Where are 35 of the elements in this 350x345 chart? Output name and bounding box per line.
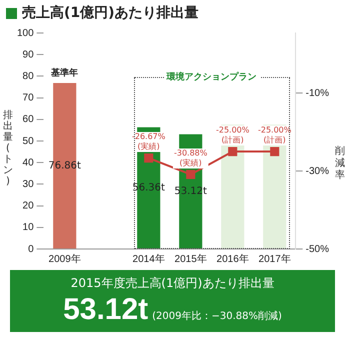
text: (2009年比：−30.88%削減) bbox=[152, 311, 282, 322]
x-tick-label: 2015年 bbox=[174, 252, 207, 265]
y-tick-label: 80 bbox=[22, 70, 34, 82]
data-label: -26.67% (実績) bbox=[132, 132, 166, 152]
point bbox=[270, 146, 280, 156]
y-tick-label: 10 bbox=[22, 222, 34, 234]
point bbox=[144, 154, 154, 163]
y-axis-title: 排出量(トン) bbox=[2, 110, 14, 187]
chart-title: 売上高(1億円)あたり排出量 bbox=[22, 4, 199, 22]
y-tick-label: 70 bbox=[22, 92, 34, 104]
point bbox=[186, 170, 196, 179]
y-tick-label: 20 bbox=[22, 200, 34, 212]
x-tick-label: 2016年 bbox=[216, 252, 249, 265]
y2-tick-label: -10% bbox=[306, 88, 330, 99]
y2-tick-label: -30% bbox=[306, 166, 330, 177]
data-label: -30.88% (実績) bbox=[174, 148, 208, 168]
y-tick-label: 100 bbox=[16, 28, 34, 39]
annotation: 環境アクションプラン bbox=[164, 70, 260, 84]
point bbox=[228, 146, 238, 156]
x-tick-label: 2017年 bbox=[258, 252, 291, 265]
y2-tick-label: -50% bbox=[306, 244, 330, 255]
y-tick-label: 90 bbox=[22, 49, 34, 60]
y-tick-label: 40 bbox=[22, 157, 34, 168]
y-tick-label: 60 bbox=[22, 114, 34, 126]
y-tick-label: 30 bbox=[22, 178, 34, 190]
y-tick-label: 50 bbox=[22, 136, 34, 147]
annotation: 基準年 bbox=[50, 67, 78, 78]
text: 53.12t bbox=[63, 293, 148, 326]
x-tick-label: 2014年 bbox=[132, 252, 165, 265]
x-tick-label: 2009年 bbox=[48, 252, 81, 265]
data-label: -25.00% (計画) bbox=[216, 126, 250, 145]
y2-axis-title: 削減率 bbox=[334, 146, 346, 182]
y-tick-label: 0 bbox=[28, 244, 34, 255]
text: 2015年度売上高(1億円)あたり排出量 bbox=[70, 275, 276, 292]
data-label: -25.00% (計画) bbox=[258, 126, 292, 145]
